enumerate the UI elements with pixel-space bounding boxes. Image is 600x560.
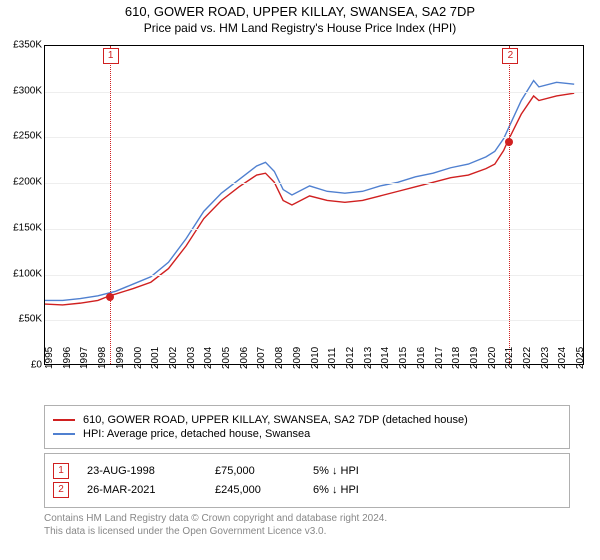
sale-marker-line (509, 46, 510, 364)
x-tick-label: 1997 (79, 347, 90, 369)
sale-price: £75,000 (215, 465, 295, 477)
x-tick-label: 1995 (44, 347, 55, 369)
legend-swatch (53, 433, 75, 435)
x-tick-label: 2022 (522, 347, 533, 369)
legend-row: 610, GOWER ROAD, UPPER KILLAY, SWANSEA, … (53, 414, 561, 426)
x-tick-label: 2018 (451, 347, 462, 369)
sale-marker-dot (505, 138, 513, 146)
x-tick-label: 2007 (256, 347, 267, 369)
x-tick-label: 2025 (575, 347, 586, 369)
y-tick-label: £100K (13, 268, 42, 279)
x-tick-label: 2017 (434, 347, 445, 369)
x-tick-label: 1999 (115, 347, 126, 369)
title-address: 610, GOWER ROAD, UPPER KILLAY, SWANSEA, … (0, 4, 600, 19)
x-tick-label: 2005 (221, 347, 232, 369)
y-tick-label: £350K (13, 40, 42, 51)
sale-date: 26-MAR-2021 (87, 484, 197, 496)
x-tick-label: 1998 (97, 347, 108, 369)
sale-row: 1 23-AUG-1998 £75,000 5% ↓ HPI (53, 463, 561, 479)
x-tick-label: 2015 (398, 347, 409, 369)
sale-number-box: 1 (53, 463, 69, 479)
y-gridline (45, 183, 583, 184)
chart-area: 12 £0£50K£100K£150K£200K£250K£300K£350K1… (0, 35, 600, 405)
x-tick-label: 2013 (363, 347, 374, 369)
footer-line2: This data is licensed under the Open Gov… (44, 525, 570, 538)
x-tick-label: 2008 (274, 347, 285, 369)
y-gridline (45, 320, 583, 321)
sale-marker-box: 1 (103, 48, 119, 64)
footer: Contains HM Land Registry data © Crown c… (44, 512, 570, 538)
x-tick-label: 2009 (292, 347, 303, 369)
x-tick-label: 2023 (540, 347, 551, 369)
y-gridline (45, 275, 583, 276)
y-tick-label: £150K (13, 222, 42, 233)
sale-number-box: 2 (53, 482, 69, 498)
x-tick-label: 2012 (345, 347, 356, 369)
series-property (45, 93, 574, 305)
footer-line1: Contains HM Land Registry data © Crown c… (44, 512, 570, 525)
x-tick-label: 2002 (168, 347, 179, 369)
sale-price: £245,000 (215, 484, 295, 496)
x-tick-label: 1996 (62, 347, 73, 369)
x-tick-label: 2010 (310, 347, 321, 369)
x-tick-label: 2001 (150, 347, 161, 369)
x-tick-label: 2004 (203, 347, 214, 369)
chart-titles: 610, GOWER ROAD, UPPER KILLAY, SWANSEA, … (0, 0, 600, 35)
x-tick-label: 2021 (504, 347, 515, 369)
x-tick-label: 2016 (416, 347, 427, 369)
y-tick-label: £300K (13, 85, 42, 96)
sale-marker-line (110, 46, 111, 364)
sale-row: 2 26-MAR-2021 £245,000 6% ↓ HPI (53, 482, 561, 498)
y-tick-label: £250K (13, 131, 42, 142)
legend-row: HPI: Average price, detached house, Swan… (53, 428, 561, 440)
x-tick-label: 2024 (557, 347, 568, 369)
legend-label: 610, GOWER ROAD, UPPER KILLAY, SWANSEA, … (83, 414, 468, 426)
y-gridline (45, 229, 583, 230)
y-tick-label: £0 (31, 360, 42, 371)
chart-svg (45, 46, 583, 364)
x-tick-label: 2020 (487, 347, 498, 369)
x-tick-label: 2014 (380, 347, 391, 369)
x-tick-label: 2000 (133, 347, 144, 369)
sale-marker-dot (106, 293, 114, 301)
series-hpi (45, 81, 574, 301)
sale-delta: 5% ↓ HPI (313, 465, 359, 477)
plot: 12 (44, 45, 584, 365)
sale-delta: 6% ↓ HPI (313, 484, 359, 496)
y-gridline (45, 137, 583, 138)
x-tick-label: 2006 (239, 347, 250, 369)
y-tick-label: £200K (13, 177, 42, 188)
x-tick-label: 2003 (186, 347, 197, 369)
legend-panel: 610, GOWER ROAD, UPPER KILLAY, SWANSEA, … (44, 405, 570, 449)
y-tick-label: £50K (19, 314, 42, 325)
title-subtitle: Price paid vs. HM Land Registry's House … (0, 21, 600, 35)
sale-marker-box: 2 (502, 48, 518, 64)
y-gridline (45, 92, 583, 93)
x-tick-label: 2019 (469, 347, 480, 369)
legend-label: HPI: Average price, detached house, Swan… (83, 428, 310, 440)
sales-panel: 1 23-AUG-1998 £75,000 5% ↓ HPI 2 26-MAR-2021 £… (44, 453, 570, 508)
x-tick-label: 2011 (327, 347, 338, 369)
legend-swatch (53, 419, 75, 421)
sale-date: 23-AUG-1998 (87, 465, 197, 477)
